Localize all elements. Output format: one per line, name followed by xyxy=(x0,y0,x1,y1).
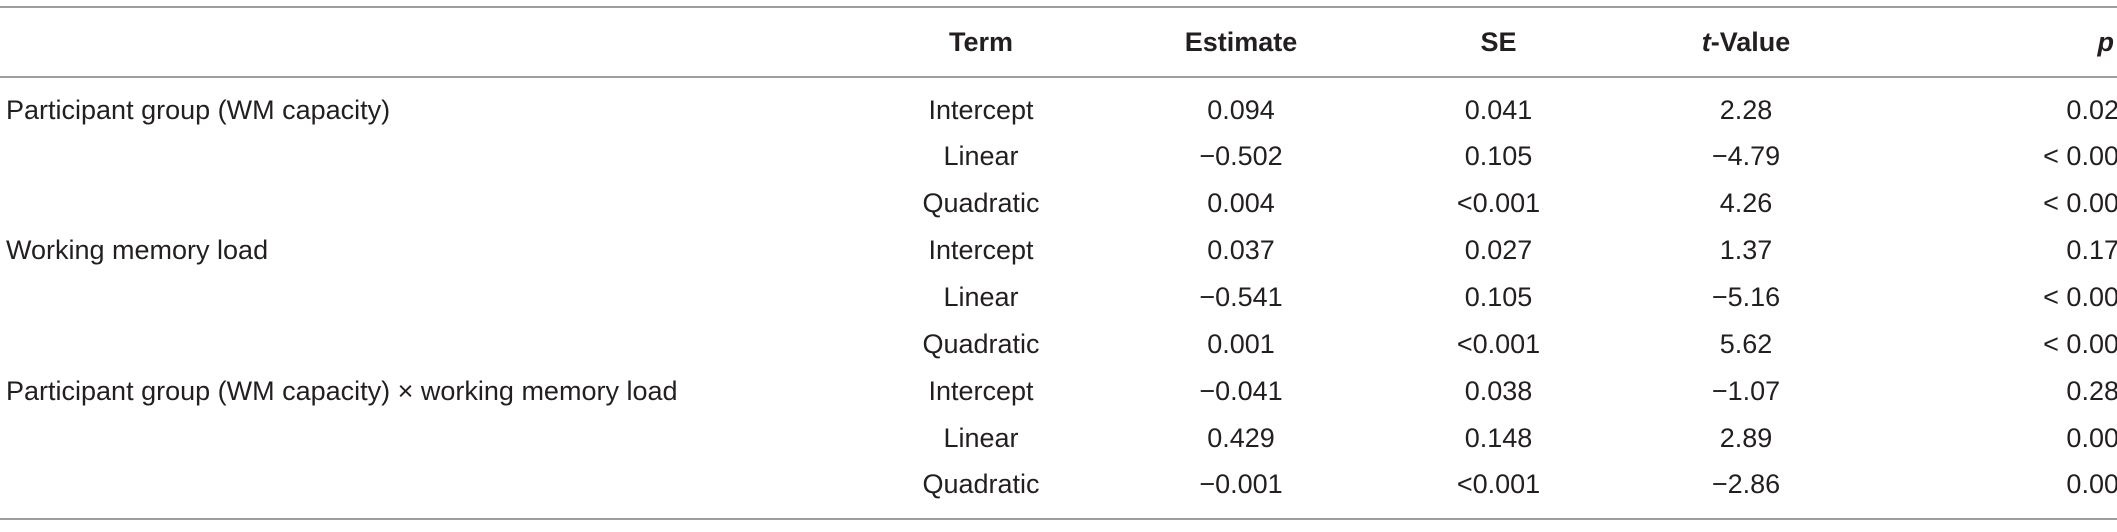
table-row: Quadratic 0.004 <0.001 4.26 < 0.001 xyxy=(0,180,2117,227)
cell-t-value: 2.89 xyxy=(1719,423,1773,453)
header-se: SE xyxy=(1396,6,1601,78)
cell-effect xyxy=(0,133,876,180)
cell-p: 0.170 xyxy=(2066,235,2117,265)
cell-t-value: 5.62 xyxy=(1719,329,1773,359)
table-row: Participant group (WM capacity) × workin… xyxy=(0,368,2117,415)
cell-effect: Participant group (WM capacity) xyxy=(6,95,391,125)
header-t-value: t-Value xyxy=(1601,6,1891,78)
cell-p: < 0.001 xyxy=(2043,282,2117,312)
cell-se: <0.001 xyxy=(1456,188,1541,218)
cell-effect xyxy=(0,415,876,462)
cell-estimate: 0.001 xyxy=(1207,329,1275,359)
cell-effect: Participant group (WM capacity) × workin… xyxy=(6,376,678,406)
table-row: Linear −0.541 0.105 −5.16 < 0.001 xyxy=(0,274,2117,321)
cell-t-value: −2.86 xyxy=(1601,462,1891,520)
cell-p: < 0.001 xyxy=(2043,188,2117,218)
cell-p: 0.004 xyxy=(1891,462,2117,520)
header-row: Term Estimate SE t-Value p xyxy=(0,6,2117,78)
cell-term: Intercept xyxy=(928,376,1034,406)
cell-se: <0.001 xyxy=(1456,329,1541,359)
cell-t-value: −4.79 xyxy=(1711,141,1781,171)
header-effect xyxy=(0,6,876,78)
cell-estimate: 0.429 xyxy=(1207,423,1275,453)
cell-p: 0.287 xyxy=(2066,376,2117,406)
table-row: Quadratic −0.001 <0.001 −2.86 0.004 xyxy=(0,462,2117,520)
cell-effect: Working memory load xyxy=(6,235,269,265)
table-header: Term Estimate SE t-Value p xyxy=(0,6,2117,78)
cell-estimate: −0.041 xyxy=(1199,376,1283,406)
table-body: Participant group (WM capacity) Intercep… xyxy=(0,77,2117,520)
cell-term: Intercept xyxy=(928,235,1034,265)
cell-term: Intercept xyxy=(928,95,1034,125)
cell-estimate: 0.004 xyxy=(1207,188,1275,218)
cell-se: 0.148 xyxy=(1464,423,1533,453)
header-t-italic: t xyxy=(1701,26,1711,57)
cell-estimate: 0.094 xyxy=(1207,95,1275,125)
cell-se: 0.105 xyxy=(1464,141,1533,171)
table-row: Quadratic 0.001 <0.001 5.62 < 0.001 xyxy=(0,321,2117,368)
header-p: p xyxy=(1891,6,2117,78)
cell-effect xyxy=(0,180,876,227)
cell-t-value: 4.26 xyxy=(1719,188,1773,218)
cell-p: < 0.001 xyxy=(2043,141,2117,171)
cell-term: Quadratic xyxy=(922,188,1040,218)
cell-term: Linear xyxy=(943,282,1019,312)
cell-estimate: 0.037 xyxy=(1207,235,1275,265)
cell-effect xyxy=(0,274,876,321)
cell-se: 0.027 xyxy=(1464,235,1533,265)
cell-estimate: −0.502 xyxy=(1199,141,1283,171)
cell-term: Quadratic xyxy=(922,329,1040,359)
header-t-rest: -Value xyxy=(1710,26,1791,57)
regression-results-table: Term Estimate SE t-Value p Participant g… xyxy=(0,6,2117,520)
cell-se: 0.105 xyxy=(1464,282,1533,312)
table-row: Working memory load Intercept 0.037 0.02… xyxy=(0,227,2117,274)
cell-se: <0.001 xyxy=(1396,462,1601,520)
cell-term: Linear xyxy=(943,423,1019,453)
cell-effect xyxy=(0,321,876,368)
header-term: Term xyxy=(876,6,1086,78)
cell-term: Quadratic xyxy=(876,462,1086,520)
header-estimate: Estimate xyxy=(1086,6,1396,78)
cell-term: Linear xyxy=(943,141,1019,171)
table-row: Linear −0.502 0.105 −4.79 < 0.001 xyxy=(0,133,2117,180)
table-row: Participant group (WM capacity) Intercep… xyxy=(0,77,2117,133)
cell-t-value: −1.07 xyxy=(1711,376,1781,406)
cell-p: 0.025 xyxy=(2066,95,2117,125)
cell-effect xyxy=(0,462,876,520)
cell-estimate: −0.541 xyxy=(1199,282,1283,312)
table-row: Linear 0.429 0.148 2.89 0.004 xyxy=(0,415,2117,462)
cell-p: < 0.001 xyxy=(2043,329,2117,359)
cell-p: 0.004 xyxy=(2066,423,2117,453)
cell-t-value: 1.37 xyxy=(1719,235,1773,265)
cell-t-value: −5.16 xyxy=(1711,282,1781,312)
header-p-italic: p xyxy=(2097,26,2115,57)
cell-estimate: −0.001 xyxy=(1086,462,1396,520)
cell-t-value: 2.28 xyxy=(1719,95,1773,125)
cell-se: 0.038 xyxy=(1464,376,1533,406)
cell-se: 0.041 xyxy=(1464,95,1533,125)
